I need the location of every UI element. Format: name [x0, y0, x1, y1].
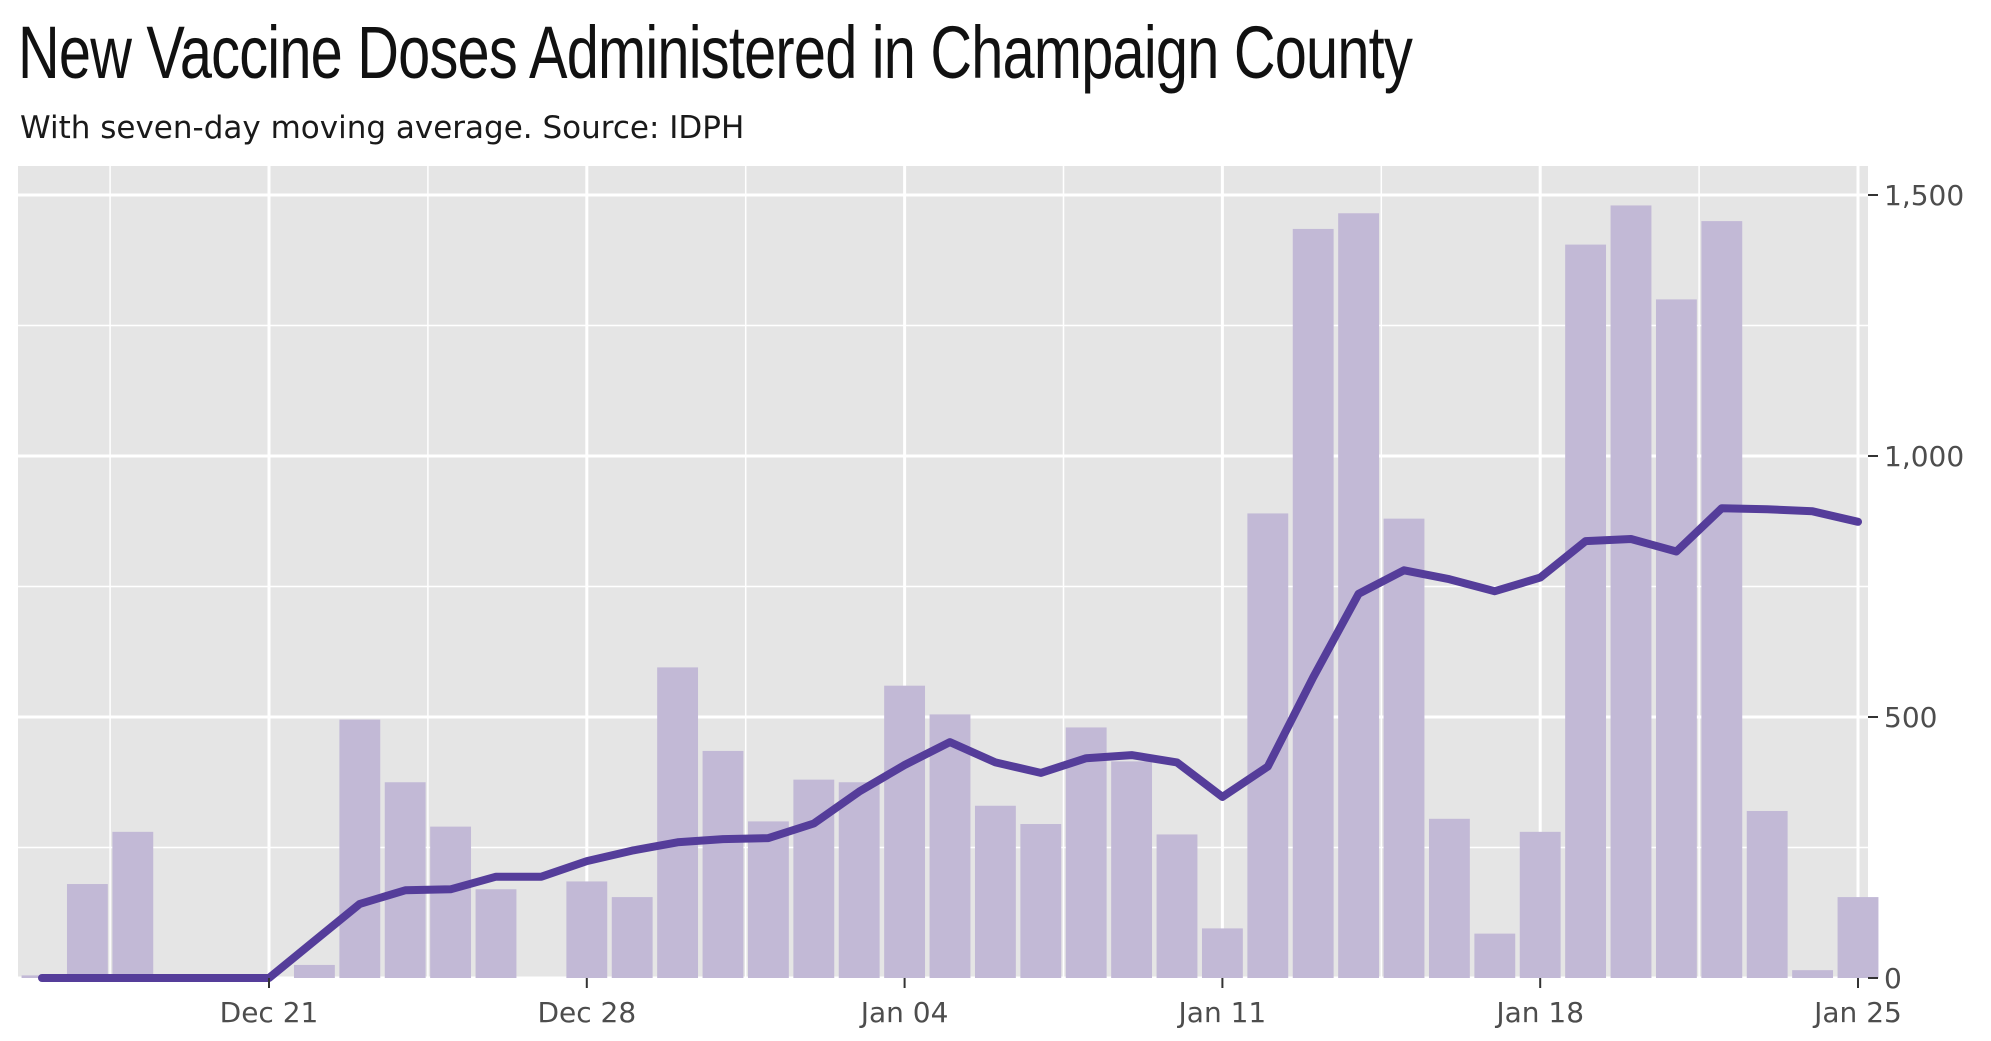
bar	[1383, 518, 1425, 978]
y-axis-tick-label: 1,000	[1884, 440, 1964, 473]
bar	[1837, 897, 1879, 978]
y-axis-tick-label: 500	[1884, 701, 1937, 734]
bar	[1156, 834, 1198, 978]
x-axis-tick-label: Jan 25	[1812, 996, 1902, 1029]
chart-subtitle: With seven-day moving average. Source: I…	[20, 110, 745, 146]
bar	[611, 897, 653, 978]
bar	[430, 826, 472, 978]
y-axis-tick-label: 1,500	[1884, 179, 1964, 212]
moving-average-line	[38, 504, 1862, 982]
bar	[1565, 244, 1607, 979]
bar	[66, 884, 108, 978]
bar	[929, 714, 971, 978]
bar	[339, 719, 381, 978]
bar	[112, 831, 154, 978]
bar	[475, 889, 517, 978]
bar	[1428, 818, 1470, 978]
bar	[1292, 228, 1334, 978]
bar	[384, 782, 426, 978]
x-axis-tick-label: Jan 11	[1177, 996, 1267, 1029]
chart-title: New Vaccine Doses Administered in Champa…	[18, 11, 1413, 94]
bar	[1792, 970, 1834, 978]
x-axis-tick-label: Dec 21	[220, 996, 319, 1029]
bar	[657, 667, 699, 978]
x-axis-tick-label: Jan 04	[859, 996, 949, 1029]
bar	[702, 750, 744, 978]
bar	[566, 881, 608, 978]
bar	[1111, 761, 1153, 978]
bar	[1519, 831, 1561, 978]
bar	[1201, 928, 1243, 978]
bar	[1746, 810, 1788, 978]
bar	[1610, 205, 1652, 978]
bar	[1655, 299, 1697, 978]
x-axis-tick-label: Dec 28	[537, 996, 636, 1029]
bar	[1020, 824, 1062, 978]
bar	[1065, 727, 1107, 978]
bar	[838, 782, 880, 978]
bar	[747, 821, 789, 978]
bar	[1701, 221, 1743, 979]
y-axis-tick-label: 0	[1884, 962, 1902, 995]
bar	[1474, 933, 1516, 978]
bar	[293, 964, 335, 978]
bar	[974, 805, 1016, 978]
bar	[884, 685, 926, 978]
x-axis-tick-label: Jan 18	[1494, 996, 1584, 1029]
